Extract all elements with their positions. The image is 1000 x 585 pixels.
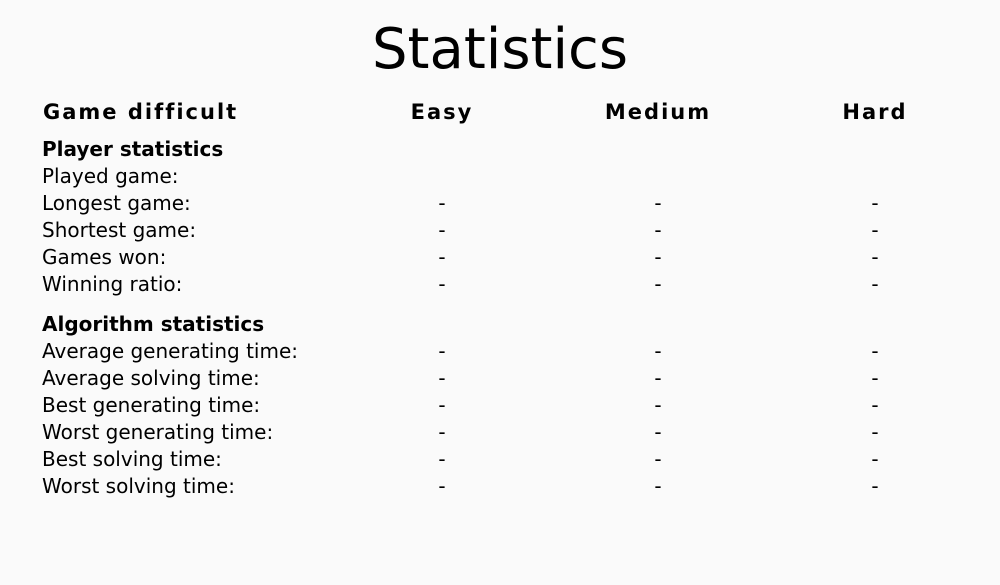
value-hard: - <box>871 474 879 498</box>
value-easy: - <box>438 339 446 363</box>
column-header-hard: Hard <box>842 100 908 124</box>
row-label: Best solving time: <box>42 447 222 471</box>
table-row: Average generating time: - - - <box>0 338 1000 365</box>
table-row: Longest game: - - - <box>0 190 1000 217</box>
value-easy: - <box>438 191 446 215</box>
section-title-algorithm: Algorithm statistics <box>42 312 265 336</box>
value-hard: - <box>871 218 879 242</box>
column-header-medium: Medium <box>604 100 712 124</box>
value-hard: - <box>871 447 879 471</box>
value-medium: - <box>654 447 662 471</box>
table-header: Game difficult Easy Medium Hard <box>0 98 1000 126</box>
value-hard: - <box>871 191 879 215</box>
row-label: Played game: <box>42 164 179 188</box>
table-row: Best solving time: - - - <box>0 446 1000 473</box>
column-header-easy: Easy <box>410 100 474 124</box>
value-medium: - <box>654 366 662 390</box>
row-label: Worst generating time: <box>42 420 274 444</box>
row-label: Winning ratio: <box>42 272 183 296</box>
value-medium: - <box>654 339 662 363</box>
value-hard: - <box>871 366 879 390</box>
value-easy: - <box>438 245 446 269</box>
value-medium: - <box>654 272 662 296</box>
value-medium: - <box>654 191 662 215</box>
section-title-player: Player statistics <box>42 137 224 161</box>
table-row: Worst solving time: - - - <box>0 473 1000 500</box>
value-medium: - <box>654 393 662 417</box>
table-row: Played game: <box>0 163 1000 190</box>
value-easy: - <box>438 393 446 417</box>
difficulty-header-label: Game difficult <box>43 100 239 124</box>
value-hard: - <box>871 245 879 269</box>
value-hard: - <box>871 393 879 417</box>
value-easy: - <box>438 447 446 471</box>
value-medium: - <box>654 420 662 444</box>
table-row: Best generating time: - - - <box>0 392 1000 419</box>
value-hard: - <box>871 339 879 363</box>
value-medium: - <box>654 474 662 498</box>
value-medium: - <box>654 218 662 242</box>
row-label: Average solving time: <box>42 366 260 390</box>
table-row: Shortest game: - - - <box>0 217 1000 244</box>
value-easy: - <box>438 218 446 242</box>
value-easy: - <box>438 420 446 444</box>
row-label: Shortest game: <box>42 218 197 242</box>
value-hard: - <box>871 420 879 444</box>
table-row: Games won: - - - <box>0 244 1000 271</box>
row-label: Average generating time: <box>42 339 298 363</box>
table-row: Worst generating time: - - - <box>0 419 1000 446</box>
table-row: Average solving time: - - - <box>0 365 1000 392</box>
value-easy: - <box>438 366 446 390</box>
row-label: Longest game: <box>42 191 191 215</box>
row-label: Games won: <box>42 245 167 269</box>
value-medium: - <box>654 245 662 269</box>
value-hard: - <box>871 272 879 296</box>
value-easy: - <box>438 474 446 498</box>
table-row: Winning ratio: - - - <box>0 271 1000 298</box>
row-label: Worst solving time: <box>42 474 235 498</box>
value-easy: - <box>438 272 446 296</box>
page-title: Statistics <box>372 17 628 82</box>
row-label: Best generating time: <box>42 393 261 417</box>
